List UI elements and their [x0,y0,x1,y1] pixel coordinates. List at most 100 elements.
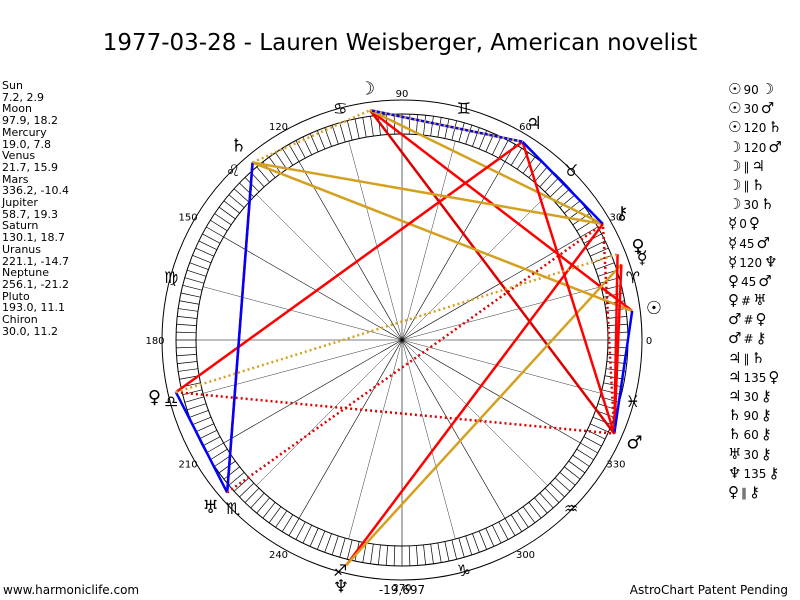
degree-tick [534,497,548,514]
outer-circle [161,99,643,581]
degree-tick [317,530,326,550]
planet-coords: 30.0, 11.2 [2,324,58,338]
degree-tick [189,410,209,418]
planet-glyph-icon: ♅ [203,497,219,518]
zodiac-sign-icon: ♓ [626,392,640,411]
planet-glyph-icon: ☿ [637,247,648,268]
degree-tick [437,542,442,563]
aspect-symbol: 30 [743,390,759,404]
planet-glyph-icon: ⚷ [615,203,628,224]
degree-tick [580,442,598,454]
aspect-row: ☉ 90 ☽ [728,80,782,99]
aspect-row: ☽ ∥ ♃ [728,157,782,176]
degree-tick [317,130,326,150]
degree-tick [430,543,434,564]
degree-tick [378,544,381,565]
aspect-row: ☽ ∥ ♄ [728,176,782,195]
aspect-row: ♄ 90 ⚷ [728,406,782,425]
aspect-row: ♀ # ♅ [728,291,782,310]
aspect-line [369,109,633,312]
degree-tick [385,545,388,566]
degree-tick [268,506,282,524]
aspect-symbol: 90 [743,409,759,424]
aspect-line [369,109,616,435]
aspect-line [369,108,523,143]
aspect-planet-b-icon: ♆ [764,252,778,271]
aspect-planet-b-icon: ⚷ [749,482,760,501]
degree-tick [182,284,203,291]
degree-label: 90 [396,89,409,100]
degree-tick [491,136,502,156]
degree-tick [210,448,228,461]
degree-tick [603,382,624,388]
degree-tick [339,537,346,558]
planet-name: Neptune [2,266,50,280]
aspect-line [252,161,633,313]
degree-tick [218,460,236,474]
aspect-planet-b-icon: ♀ [755,310,767,329]
zodiac-sign-icon: ♐ [333,561,347,580]
degree-tick [184,396,205,403]
degree-tick [250,492,265,509]
degree-tick [184,277,205,284]
degree-tick [295,140,306,159]
degree-tick [568,206,586,220]
degree-tick [491,524,502,544]
degree-tick [465,124,473,145]
degree-tick [485,528,495,547]
degree-tick [423,115,426,136]
aspect-planet-a-icon: ♃ [728,387,742,405]
degree-label: 330 [606,460,625,471]
degree-tick [262,502,276,519]
degree-tick [472,533,480,553]
aspect-symbol: 0 [739,217,747,232]
degree-tick [576,448,594,461]
zodiac-sign-icon: ♌ [226,161,240,180]
degree-tick [444,118,450,139]
aspect-planet-a-icon: ♆ [728,463,742,482]
degree-tick [180,292,201,298]
degree-label: 60 [519,122,532,133]
degree-tick [362,542,367,563]
degree-tick [451,539,458,560]
aspect-planet-a-icon: ☉ [728,118,742,137]
degree-tick [275,510,288,528]
degree-tick [324,127,332,147]
aspect-symbol: 120 [743,121,767,136]
degree-tick [572,454,590,467]
degree-label: 0 [646,336,652,347]
degree-tick [239,182,255,198]
aspect-line [175,390,615,435]
aspect-symbol: ∥ [743,351,750,366]
planet-coords: 97.9, 18.2 [2,114,58,128]
degree-tick [472,127,480,147]
aspect-symbol: # [743,332,754,347]
degree-tick [590,247,609,257]
zodiac-sign-icon: ♍ [164,268,178,287]
degree-tick [430,116,434,137]
footer-website: www.harmoniclife.com [3,583,140,597]
planet-glyph-icon: ☉ [646,298,662,319]
aspect-planet-b-icon: ♀ [748,214,760,233]
aspect-planet-a-icon: ♀ [728,482,739,501]
degree-tick [516,510,529,528]
zodiac-sign-icon: ♋ [333,99,347,118]
degree-tick [177,316,198,319]
degree-tick [568,460,586,474]
degree-tick [539,492,554,509]
degree-tick [256,497,270,514]
degree-tick [228,194,245,208]
planet-coords: 193.0, 11.1 [2,301,65,315]
aspect-line [369,108,523,143]
degree-tick [192,255,212,264]
aspect-row: ♄ 60 ⚷ [728,425,782,444]
aspect-line [521,140,604,225]
planet-glyph-icon: ♆ [333,577,349,598]
degree-tick [498,140,509,159]
aspect-symbol: ∥ [741,485,747,500]
degree-tick [478,530,487,550]
planet-name: Moon [2,102,32,116]
degree-tick [510,514,523,532]
degree-tick [378,115,381,136]
